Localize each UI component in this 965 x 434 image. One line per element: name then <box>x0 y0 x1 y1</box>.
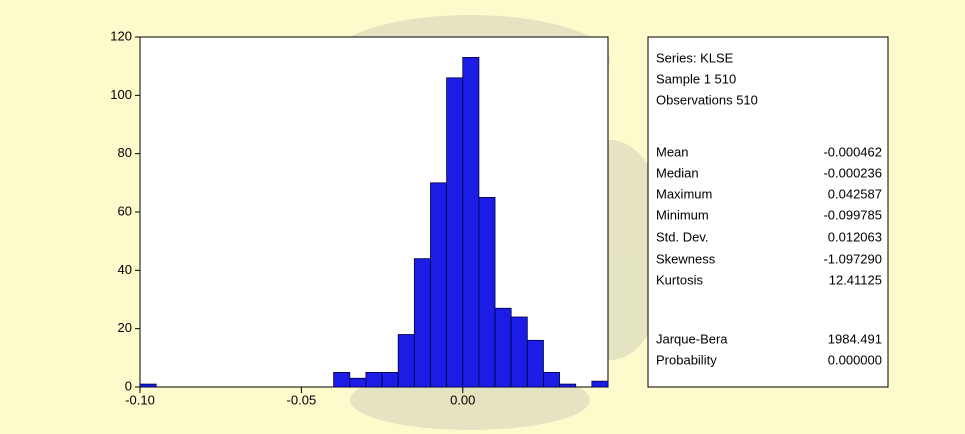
stat-value: -0.000462 <box>823 144 882 159</box>
stat-label: Kurtosis <box>656 272 703 287</box>
bar <box>543 372 560 388</box>
y-tick-label: 0 <box>125 378 132 393</box>
stat-label: Skewness <box>656 251 716 266</box>
stat-value: -0.099785 <box>823 207 882 222</box>
plot-area <box>139 36 609 388</box>
stat-label: Mean <box>656 144 689 159</box>
y-tick-label: 20 <box>118 320 132 335</box>
stat-value: 0.012063 <box>828 229 882 244</box>
stats-box <box>647 36 889 388</box>
stats-header: Observations 510 <box>656 92 758 107</box>
y-tick-label: 100 <box>110 87 132 102</box>
x-tick-label: 0.00 <box>450 392 475 407</box>
bar <box>591 380 609 388</box>
stat-value: 0.042587 <box>828 186 882 201</box>
bar <box>446 77 464 388</box>
stats-header: Series: KLSE <box>656 50 734 65</box>
bar <box>526 339 544 388</box>
bar <box>413 258 431 388</box>
bar <box>462 57 480 388</box>
stats-header: Sample 1 510 <box>656 71 736 86</box>
y-tick-label: 80 <box>118 145 132 160</box>
stat-value: -1.097290 <box>823 251 882 266</box>
bar <box>430 182 448 388</box>
bar <box>510 316 528 388</box>
y-tick-label: 120 <box>110 28 132 43</box>
stat-label: Std. Dev. <box>656 229 709 244</box>
bar <box>559 383 577 388</box>
bar <box>139 383 157 388</box>
bar <box>349 377 367 388</box>
x-tick-label: -0.10 <box>125 392 155 407</box>
stat-value: 0.000000 <box>828 352 882 367</box>
stat-value: -0.000236 <box>823 165 882 180</box>
bar <box>478 197 496 388</box>
stat-label: Median <box>656 165 699 180</box>
bar <box>365 372 383 388</box>
bar <box>494 307 512 388</box>
stat-label: Probability <box>656 352 717 367</box>
stat-label: Maximum <box>656 186 712 201</box>
stat-value: 12.41125 <box>829 272 882 287</box>
stat-label: Minimum <box>656 207 709 222</box>
bar <box>333 372 351 388</box>
y-tick-label: 60 <box>118 203 132 218</box>
x-tick-label: -0.05 <box>287 392 317 407</box>
stat-label: Jarque-Bera <box>656 331 728 346</box>
bar <box>381 372 399 388</box>
y-tick-label: 40 <box>118 262 132 277</box>
stat-value: 1984.491 <box>828 331 882 346</box>
bar <box>397 334 415 388</box>
